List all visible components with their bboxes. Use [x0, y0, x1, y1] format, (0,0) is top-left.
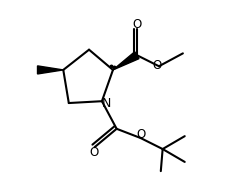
Polygon shape [37, 66, 63, 74]
Text: O: O [132, 18, 142, 31]
Text: O: O [89, 146, 98, 159]
Text: O: O [137, 128, 146, 141]
Text: N: N [102, 98, 111, 110]
Text: O: O [152, 59, 161, 72]
Polygon shape [113, 52, 139, 70]
